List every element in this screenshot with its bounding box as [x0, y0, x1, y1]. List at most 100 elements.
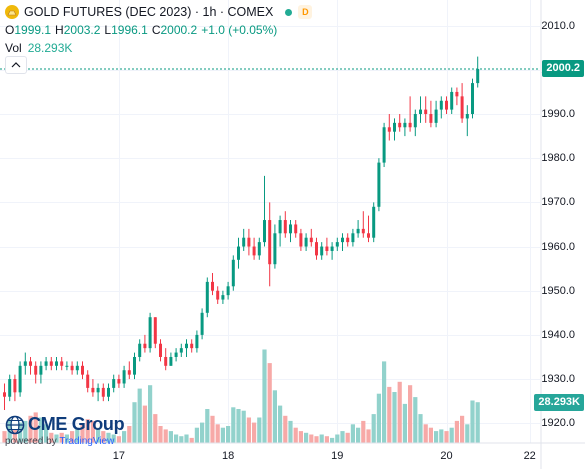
candle-body [429, 114, 433, 123]
time-tick-label: 22 [523, 450, 536, 462]
ohlc-value: 2003.2 [63, 23, 101, 37]
volume-bar [59, 432, 64, 443]
candle [107, 383, 110, 402]
volume-bar [38, 417, 43, 443]
tradingview-brand: TradingView [59, 436, 115, 447]
cme-logo: CME Group [5, 414, 125, 435]
volume-bar [236, 409, 241, 443]
volume-bar [387, 386, 392, 443]
powered-by: powered by TradingView [5, 436, 124, 447]
price-tick-label: 1930.0 [541, 373, 575, 386]
candle [39, 361, 43, 384]
candle-body [143, 343, 147, 349]
candle [18, 361, 22, 397]
candle-body [424, 109, 428, 115]
candle [268, 202, 272, 287]
candle-body [55, 361, 58, 366]
candle [190, 339, 194, 353]
candle [257, 237, 261, 260]
candle-body [252, 246, 256, 256]
candle [393, 118, 396, 141]
volume-bar [413, 397, 418, 443]
candle [419, 96, 422, 123]
time-tick-label: 18 [221, 450, 235, 462]
legend: GOLD FUTURES (DEC 2023) · 1h · COMEX D O… [5, 3, 313, 57]
candle-body [445, 100, 448, 110]
candle [403, 118, 407, 137]
volume-bar [278, 405, 283, 443]
candle-body [372, 206, 376, 238]
volume-bar [418, 414, 423, 443]
legend-title-row: GOLD FUTURES (DEC 2023) · 1h · COMEX D [5, 3, 313, 21]
candle [138, 339, 142, 362]
candle-body [398, 122, 402, 128]
candle-body [242, 237, 246, 247]
candle-body [247, 237, 251, 247]
volume-bar [428, 427, 433, 443]
volume-bar [194, 427, 199, 443]
volume-bar [210, 415, 215, 443]
candle [382, 122, 386, 168]
volume-bar [361, 420, 366, 443]
collapse-legend-button[interactable] [5, 56, 27, 74]
candle-body [439, 100, 443, 110]
candle-body [257, 242, 261, 256]
symbol-title[interactable]: GOLD FUTURES (DEC 2023) · 1h · COMEX [24, 5, 274, 19]
candle [309, 228, 313, 247]
candle [273, 224, 277, 269]
volume-bar [397, 381, 402, 443]
volume-bar [137, 388, 142, 443]
volume-bar [215, 424, 220, 443]
candle [335, 237, 339, 251]
candle-body [268, 220, 272, 265]
candle-body [330, 246, 334, 251]
candle-body [471, 83, 474, 115]
volume-bar [158, 426, 163, 443]
candle-body [377, 162, 381, 207]
candle [159, 339, 162, 362]
price-tick-label: 1920.0 [541, 417, 575, 430]
candle [60, 356, 64, 371]
candle [361, 211, 365, 238]
price-tick-label: 1950.0 [541, 284, 575, 297]
candle-body [148, 317, 152, 349]
volume-bar [439, 429, 444, 443]
volume-bar [205, 409, 210, 443]
candle-body [455, 91, 459, 97]
volume-bar [184, 434, 189, 443]
candle [211, 273, 214, 296]
candle-body [117, 379, 121, 384]
candle-body [34, 365, 38, 375]
candle-body [60, 361, 64, 366]
candle-body [450, 91, 454, 110]
candle [263, 175, 266, 247]
candle [455, 87, 459, 106]
volume-bar [444, 431, 449, 443]
time-tick-label: 19 [331, 450, 344, 462]
candle [3, 383, 6, 410]
ohlc-key: O [5, 23, 15, 37]
volume-bar [148, 385, 153, 443]
candle [96, 383, 100, 402]
candle [450, 87, 454, 115]
candle-body [133, 356, 136, 375]
candle [304, 233, 308, 251]
candle-body [278, 220, 282, 234]
candle-body [138, 343, 142, 357]
candle-body [3, 392, 6, 397]
volume-bar [408, 385, 413, 443]
volume-bar [350, 424, 355, 443]
delayed-data-badge[interactable]: D [298, 5, 313, 19]
price-tick-label: 1940.0 [541, 328, 575, 341]
volume-bar [252, 422, 257, 443]
volume-bar [2, 431, 7, 443]
candle-body [164, 356, 168, 366]
volume-bar [189, 437, 194, 443]
volume-bar [163, 429, 168, 443]
volume-bar [314, 436, 319, 443]
candle-body [75, 365, 79, 371]
volume-bar [366, 429, 371, 443]
volume-bar [288, 420, 293, 443]
